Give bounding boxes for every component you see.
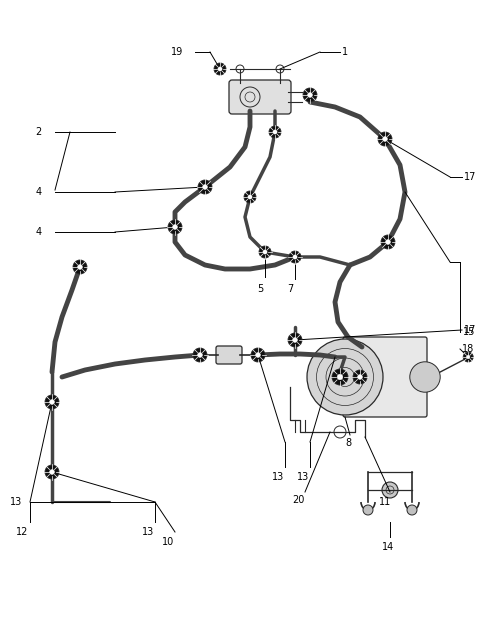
Circle shape	[269, 126, 281, 138]
Circle shape	[248, 195, 252, 199]
Circle shape	[259, 246, 271, 258]
FancyBboxPatch shape	[343, 337, 427, 417]
Circle shape	[289, 251, 301, 263]
Text: 10: 10	[162, 537, 174, 547]
Circle shape	[292, 338, 298, 343]
Circle shape	[337, 374, 343, 380]
Circle shape	[383, 137, 387, 142]
Text: 20: 20	[292, 495, 304, 505]
Circle shape	[463, 352, 473, 362]
Text: 5: 5	[257, 284, 263, 294]
Circle shape	[45, 465, 59, 479]
Circle shape	[45, 395, 59, 409]
Circle shape	[307, 339, 383, 415]
Circle shape	[467, 355, 470, 359]
Text: 8: 8	[345, 438, 351, 448]
Circle shape	[273, 130, 277, 134]
Circle shape	[293, 255, 297, 259]
Circle shape	[198, 353, 203, 358]
Circle shape	[255, 353, 261, 358]
Circle shape	[193, 348, 207, 362]
Circle shape	[308, 92, 312, 97]
Text: 13: 13	[297, 472, 309, 482]
FancyBboxPatch shape	[229, 80, 291, 114]
Text: 1: 1	[342, 47, 348, 57]
Text: 14: 14	[382, 542, 394, 552]
Circle shape	[251, 348, 265, 362]
Text: 19: 19	[171, 47, 183, 57]
Circle shape	[244, 191, 256, 203]
Text: 11: 11	[379, 497, 391, 507]
Circle shape	[363, 505, 373, 515]
Circle shape	[358, 374, 362, 379]
Text: 15: 15	[463, 327, 475, 337]
Circle shape	[410, 362, 440, 392]
Text: 4: 4	[36, 187, 42, 197]
Text: 17: 17	[464, 172, 476, 182]
Circle shape	[407, 505, 417, 515]
Circle shape	[214, 63, 226, 75]
Text: 2: 2	[36, 127, 42, 137]
Circle shape	[203, 185, 207, 190]
Circle shape	[78, 265, 83, 270]
Circle shape	[168, 220, 182, 234]
Circle shape	[353, 370, 367, 384]
Circle shape	[385, 240, 390, 245]
Text: 13: 13	[10, 497, 22, 507]
Circle shape	[382, 482, 398, 498]
Circle shape	[303, 88, 317, 102]
Circle shape	[218, 67, 222, 71]
Circle shape	[49, 469, 54, 474]
Text: 13: 13	[272, 472, 284, 482]
Circle shape	[198, 180, 212, 194]
FancyBboxPatch shape	[216, 346, 242, 364]
Circle shape	[378, 132, 392, 146]
Text: 13: 13	[142, 527, 154, 537]
Text: 7: 7	[287, 284, 293, 294]
Circle shape	[263, 250, 267, 254]
Circle shape	[288, 333, 302, 347]
Circle shape	[73, 260, 87, 274]
Circle shape	[381, 235, 395, 249]
Text: 17: 17	[464, 325, 476, 335]
Circle shape	[172, 225, 178, 230]
Circle shape	[49, 399, 54, 404]
Text: 18: 18	[462, 344, 474, 354]
Text: 12: 12	[16, 527, 28, 537]
Text: 4: 4	[36, 227, 42, 237]
Circle shape	[332, 369, 348, 385]
